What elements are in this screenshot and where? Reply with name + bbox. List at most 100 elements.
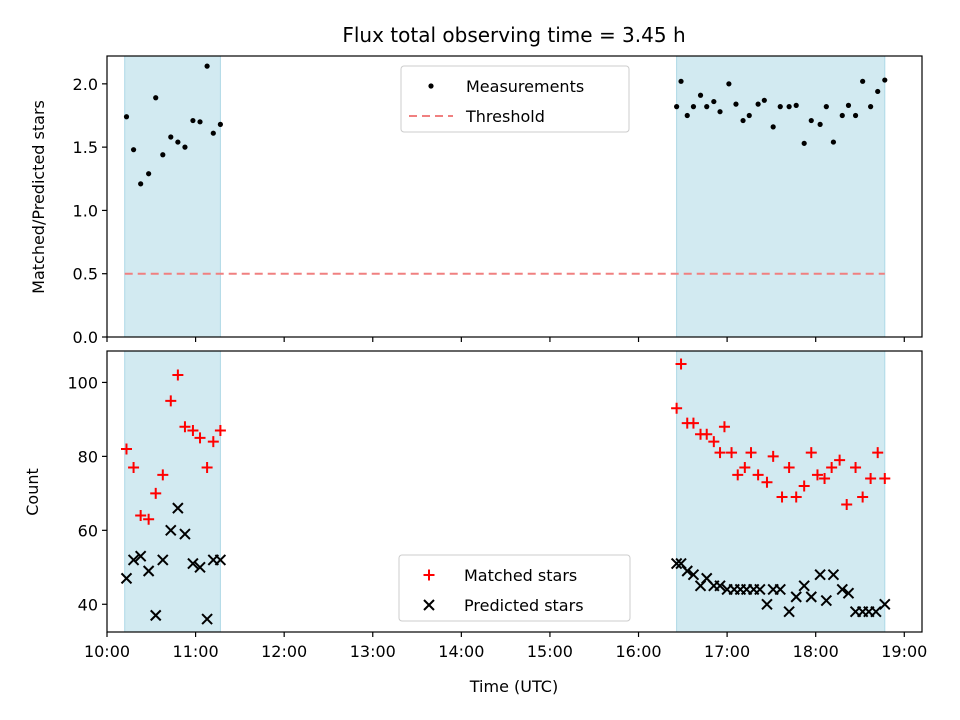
data-point <box>776 491 788 503</box>
shaded-interval-1 <box>676 350 886 633</box>
axes-frame <box>106 350 923 633</box>
data-point <box>805 591 817 603</box>
data-point <box>752 469 764 481</box>
data-point <box>214 554 227 566</box>
data-point <box>120 443 132 455</box>
data-point <box>879 473 891 485</box>
x-tick-label: 18:00 <box>793 642 839 661</box>
data-point <box>761 598 773 610</box>
shaded-interval-0 <box>124 55 221 338</box>
data-point <box>714 580 726 592</box>
data-point <box>868 104 874 110</box>
data-point <box>879 598 891 610</box>
data-point <box>690 104 697 110</box>
data-point <box>820 594 833 607</box>
legend-marker <box>428 83 434 89</box>
shaded-interval-1 <box>676 55 886 338</box>
data-point <box>701 428 713 440</box>
data-point <box>714 447 726 459</box>
data-point <box>687 568 700 581</box>
legend-label: Measurements <box>466 77 584 96</box>
data-point <box>194 561 206 574</box>
data-point <box>739 461 751 473</box>
bottom-panel: 40 60 80 100 10:00 11:00 12:00 13:00 14:00 15:00 1… <box>67 350 927 661</box>
bottom-y-axis-label: Count <box>23 468 42 516</box>
x-tick-label: 10:00 <box>84 642 130 661</box>
x-tick-label: 19:00 <box>881 642 927 661</box>
data-point <box>214 424 226 436</box>
data-point <box>875 88 881 95</box>
x-tick-label: 11:00 <box>173 642 219 661</box>
data-point <box>179 528 191 540</box>
legend-box <box>398 554 631 622</box>
data-point <box>179 421 191 433</box>
x-tick-label: 16:00 <box>615 642 661 661</box>
y-tick-label: 0.0 <box>73 328 98 347</box>
data-point <box>827 568 840 581</box>
data-point <box>175 139 181 145</box>
data-point <box>836 583 848 596</box>
data-point <box>845 102 852 108</box>
data-point <box>865 473 877 485</box>
data-point <box>823 104 829 110</box>
data-point <box>217 121 223 127</box>
legend-marker <box>423 569 435 581</box>
data-point <box>841 498 853 510</box>
data-point <box>767 450 779 462</box>
data-point <box>135 510 147 522</box>
data-point <box>834 454 846 466</box>
data-point <box>790 591 802 603</box>
data-point <box>165 395 177 407</box>
data-point <box>157 469 169 481</box>
axes-frame <box>106 55 923 338</box>
data-point <box>801 140 807 146</box>
data-point <box>127 554 140 566</box>
x-tick-label: 12:00 <box>261 642 307 661</box>
chart-title: Flux total observing time = 3.45 h <box>342 23 685 47</box>
data-point <box>819 473 831 485</box>
data-point <box>678 78 684 84</box>
x-tick-label: 13:00 <box>350 642 396 661</box>
data-point <box>842 587 855 599</box>
y-tick-label: 2.0 <box>73 75 98 94</box>
data-point <box>718 421 730 433</box>
data-point <box>704 104 710 110</box>
data-point <box>670 557 683 570</box>
data-point <box>130 147 137 153</box>
data-point <box>770 124 776 130</box>
data-point <box>675 358 687 370</box>
data-point <box>740 117 746 124</box>
data-point <box>817 121 823 127</box>
y-tick-label: 100 <box>67 373 98 392</box>
shaded-interval-0 <box>124 350 221 633</box>
data-point <box>708 436 720 448</box>
legend-marker <box>423 599 435 611</box>
data-point <box>826 461 838 473</box>
data-point <box>726 447 738 459</box>
legend-label: Threshold <box>465 107 545 126</box>
data-point <box>138 181 144 187</box>
data-point <box>755 101 761 107</box>
data-point <box>201 461 213 473</box>
data-point <box>674 104 680 110</box>
y-tick-label: 40 <box>78 595 98 614</box>
series-matched-stars <box>120 358 891 525</box>
data-point <box>798 580 810 592</box>
data-point <box>726 81 732 87</box>
top-panel: 0.0 0.5 1.0 1.5 2.0 Measurements Threshold <box>73 55 923 347</box>
data-point <box>687 417 699 429</box>
data-point <box>143 513 155 525</box>
data-point <box>786 104 792 110</box>
data-point <box>857 491 869 503</box>
data-point <box>201 613 213 625</box>
data-point <box>150 609 162 622</box>
data-point <box>197 119 203 125</box>
data-point <box>790 491 802 503</box>
data-point <box>852 112 859 119</box>
data-point <box>172 369 184 381</box>
data-point <box>128 461 140 473</box>
data-point <box>207 436 219 448</box>
data-point <box>870 605 882 618</box>
data-point <box>684 112 690 119</box>
